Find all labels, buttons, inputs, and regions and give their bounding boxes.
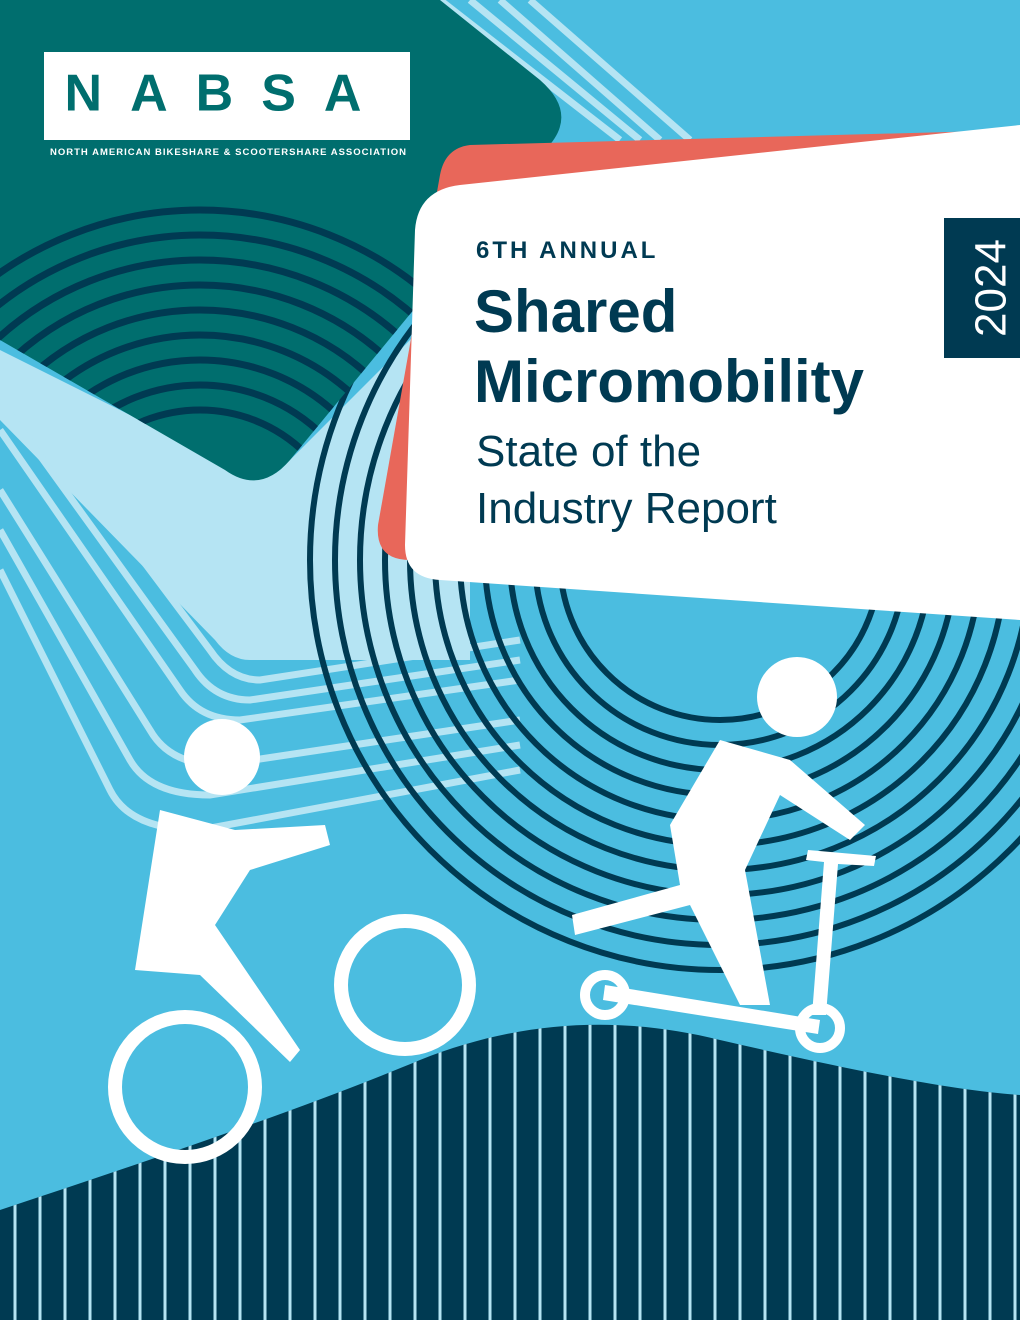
edition: 6TH ANNUAL xyxy=(476,237,658,264)
cyclist xyxy=(108,719,476,1164)
year-box xyxy=(944,218,1020,358)
title-line: Shared xyxy=(474,278,677,345)
logo-full-name: NORTH AMERICAN BIKESHARE & SCOOTERSHARE … xyxy=(50,147,406,158)
subtitle-line: Industry Report xyxy=(476,484,777,533)
stripes xyxy=(0,0,693,834)
white-card xyxy=(405,125,1020,620)
subtitle-line: State of the xyxy=(476,427,701,476)
year: 2024 xyxy=(967,239,1016,337)
teal-arcs xyxy=(0,206,554,481)
scooter-rider xyxy=(572,657,876,1053)
logo: NABSA xyxy=(65,65,390,123)
logo-box xyxy=(44,52,410,140)
title-line: Micromobility xyxy=(474,348,865,415)
